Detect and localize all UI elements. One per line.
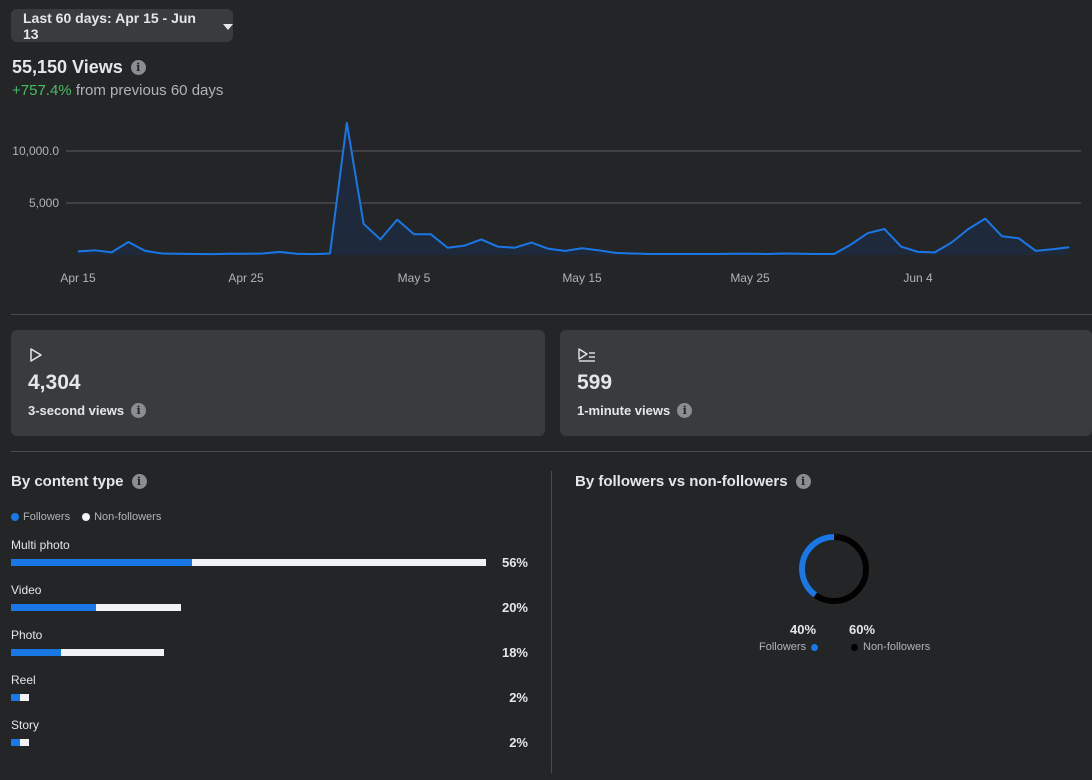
x-tick-label: May 5 — [398, 271, 431, 285]
date-range-dropdown[interactable]: Last 60 days: Apr 15 - Jun 13 — [11, 9, 233, 42]
one-minute-views-label-row: 1-minute views i — [577, 403, 693, 418]
donut-non-followers-label-text: Non-followers — [863, 641, 931, 653]
non-followers-segment — [20, 694, 29, 701]
donut-followers-arc — [799, 534, 869, 604]
vertical-divider — [551, 471, 552, 773]
play-icon — [30, 348, 42, 362]
legend-non-followers: Non-followers — [82, 511, 161, 523]
content-pct: 2% — [509, 690, 528, 705]
y-tick-label: 5,000 — [29, 196, 59, 210]
one-minute-views-label: 1-minute views — [577, 403, 671, 418]
followers-segment — [11, 604, 96, 611]
non-followers-pct: 60% — [849, 622, 876, 637]
content-bar — [11, 559, 486, 566]
content-pct: 20% — [501, 600, 528, 615]
legend-followers-label: Followers — [23, 511, 71, 523]
followers-segment — [11, 694, 20, 701]
divider — [11, 314, 1092, 315]
legend-non-followers-label: Non-followers — [94, 511, 162, 523]
three-second-views-label: 3-second views — [28, 403, 125, 418]
content-type-legend: Followers Non-followers — [11, 511, 161, 523]
followers-split-title: By followers vs non-followers i — [575, 473, 811, 490]
one-minute-views-card: 599 1-minute views i — [560, 330, 1092, 436]
info-icon[interactable]: i — [131, 474, 147, 489]
followers-pct: 40% — [790, 622, 817, 637]
content-row-label: Reel — [11, 673, 36, 687]
change-pct: +757.4% — [12, 82, 72, 99]
x-tick-label: Jun 4 — [903, 271, 933, 285]
views-change: +757.4% from previous 60 days — [12, 82, 223, 99]
content-row-label: Story — [11, 718, 40, 732]
followers-segment — [11, 649, 62, 656]
followers-segment — [11, 559, 192, 566]
legend-followers: Followers — [11, 511, 70, 523]
followers-donut-chart — [799, 534, 869, 604]
non-followers-segment — [95, 604, 181, 611]
non-followers-dot-icon — [851, 643, 858, 651]
x-tick-label: Apr 25 — [228, 271, 264, 285]
non-followers-segment — [20, 739, 29, 746]
three-second-views-label-row: 3-second views i — [28, 403, 147, 418]
followers-split-title-text: By followers vs non-followers — [575, 473, 788, 490]
donut-followers-label-text: Followers — [759, 641, 807, 653]
content-row-label: Video — [11, 583, 42, 597]
non-followers-dot-icon — [82, 513, 91, 521]
change-text: from previous 60 days — [75, 82, 224, 99]
x-tick-label: May 15 — [562, 271, 602, 285]
info-icon[interactable]: i — [131, 403, 147, 418]
x-tick-label: Apr 15 — [60, 271, 96, 285]
one-minute-views-value: 599 — [577, 371, 613, 394]
views-chart: 5,000 10,000.0 Apr 15 Apr 25 May 5 May 15 May … — [12, 121, 1081, 285]
content-type-title: By content type i — [11, 473, 147, 490]
content-pct: 2% — [509, 735, 528, 750]
chevron-down-icon — [223, 23, 233, 30]
donut-followers-label: Followers — [759, 641, 819, 653]
followers-dot-icon — [811, 643, 819, 651]
content-pct: 18% — [501, 645, 528, 660]
info-icon[interactable]: i — [677, 403, 693, 418]
date-range-label: Last 60 days: Apr 15 - Jun 13 — [23, 9, 196, 42]
total-views: 55,150 Views i — [12, 57, 146, 78]
area-fill — [78, 122, 1070, 255]
content-bar — [11, 604, 181, 611]
followers-segment — [11, 739, 20, 746]
y-tick-label: 10,000.0 — [12, 144, 59, 158]
divider — [11, 451, 1092, 452]
content-type-title-text: By content type — [11, 473, 124, 490]
three-second-views-value: 4,304 — [28, 371, 81, 394]
three-second-views-card: 4,304 3-second views i — [11, 330, 545, 436]
content-row-label: Multi photo — [11, 538, 70, 552]
content-bar — [11, 694, 29, 701]
x-tick-label: May 25 — [730, 271, 770, 285]
non-followers-segment — [61, 649, 164, 656]
play-list-icon — [578, 348, 595, 362]
content-bar — [11, 649, 164, 656]
donut-non-followers-label: Non-followers — [851, 641, 930, 653]
total-views-value: 55,150 Views — [12, 57, 123, 77]
info-icon[interactable]: i — [130, 60, 146, 75]
non-followers-segment — [191, 559, 486, 566]
content-bar — [11, 739, 29, 746]
series-line — [77, 121, 1070, 256]
content-row-label: Photo — [11, 628, 43, 642]
content-pct: 56% — [501, 555, 528, 570]
followers-dot-icon — [11, 513, 19, 521]
info-icon[interactable]: i — [795, 474, 811, 489]
